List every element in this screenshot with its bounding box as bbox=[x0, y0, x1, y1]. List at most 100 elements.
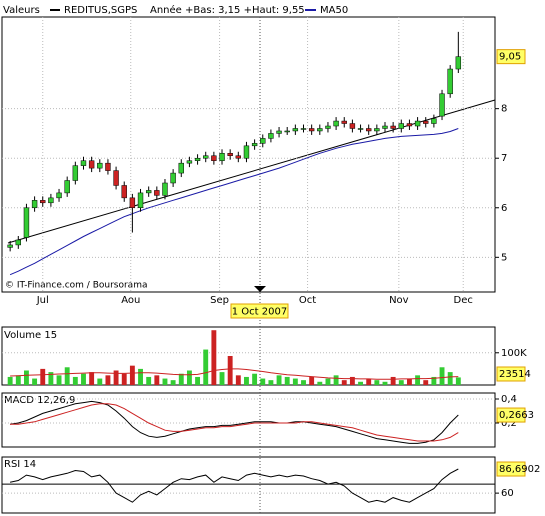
panel-title: RSI 14 bbox=[4, 459, 36, 470]
candle-body bbox=[251, 143, 258, 147]
x-tick-label: Oct bbox=[299, 295, 316, 306]
volume-bar bbox=[195, 376, 201, 385]
cursor-arrow bbox=[254, 286, 266, 292]
value-label: 86,6902 bbox=[499, 464, 540, 475]
subtitle: Année +Bas: 3,15 +Haut: 9,55 bbox=[150, 4, 305, 16]
volume-bar bbox=[121, 373, 127, 385]
x-tick-label: Nov bbox=[389, 295, 409, 306]
volume-bar bbox=[56, 375, 62, 385]
volume-ma-line bbox=[10, 368, 459, 380]
candle-body bbox=[406, 123, 413, 127]
y-tick-label: 5 bbox=[501, 252, 507, 263]
volume-bar bbox=[317, 381, 323, 385]
plot-frame bbox=[1, 456, 496, 514]
volume-bar bbox=[186, 370, 192, 385]
volume-bar bbox=[40, 368, 46, 385]
candle-body bbox=[423, 120, 429, 124]
candle-body bbox=[186, 160, 193, 164]
candle-body bbox=[243, 145, 250, 159]
volume-bar bbox=[301, 380, 306, 385]
volume-bar bbox=[423, 380, 429, 385]
candle-body bbox=[219, 153, 225, 161]
volume-bar bbox=[24, 370, 29, 385]
candle-body bbox=[88, 160, 95, 169]
candle-body bbox=[414, 120, 421, 127]
volume-bar bbox=[211, 330, 217, 385]
volume-bar bbox=[390, 376, 396, 385]
candle-body bbox=[260, 138, 266, 144]
indicator-line bbox=[10, 403, 459, 442]
volume-bar bbox=[203, 349, 209, 385]
candle-body bbox=[145, 190, 152, 194]
candle-body bbox=[203, 155, 209, 159]
volume-bar bbox=[366, 378, 372, 385]
value-label: 23514 bbox=[499, 369, 531, 380]
y-tick-label: 8 bbox=[501, 104, 507, 115]
volume-bar bbox=[374, 380, 380, 385]
volume-bar bbox=[439, 367, 445, 385]
value-box bbox=[496, 366, 526, 382]
candle-body bbox=[80, 160, 87, 166]
y-tick-label: 0,4 bbox=[501, 394, 517, 405]
volume-bar bbox=[227, 356, 233, 385]
volume-bar bbox=[341, 380, 347, 385]
volume-bar bbox=[219, 372, 225, 385]
candle-body bbox=[268, 133, 274, 139]
value-label: 0,2663 bbox=[499, 410, 534, 421]
value-box bbox=[496, 407, 526, 423]
candle-body bbox=[341, 120, 347, 124]
candle-body bbox=[431, 118, 437, 124]
volume-bar bbox=[447, 372, 453, 385]
candle-body bbox=[333, 120, 339, 127]
candle-body bbox=[374, 128, 380, 132]
volume-bar bbox=[48, 372, 54, 385]
candle-body bbox=[390, 125, 396, 129]
volume-bar bbox=[406, 378, 412, 385]
volume-bar bbox=[309, 376, 315, 385]
candle-body bbox=[7, 244, 13, 248]
volume-bar bbox=[431, 376, 437, 385]
candle-body bbox=[129, 197, 136, 209]
candle-body bbox=[154, 190, 160, 196]
value-box bbox=[496, 461, 526, 477]
y-tick-label: 6 bbox=[501, 203, 507, 214]
candle-body bbox=[439, 93, 445, 117]
volume-bar bbox=[170, 380, 176, 385]
volume-bar bbox=[284, 376, 290, 385]
value-label: 9,05 bbox=[499, 52, 521, 63]
indicator-line bbox=[9, 468, 459, 503]
candle-body bbox=[382, 125, 388, 129]
volume-bar bbox=[32, 378, 38, 385]
x-tick-label: Sep bbox=[210, 295, 229, 306]
candle-body bbox=[227, 153, 233, 156]
candle-body bbox=[48, 197, 54, 204]
candle-body bbox=[300, 128, 307, 130]
candle-body bbox=[40, 200, 46, 204]
volume-bar bbox=[333, 375, 339, 385]
candle-body bbox=[23, 207, 30, 238]
candle-body bbox=[162, 182, 168, 196]
x-tick-label: Jul bbox=[36, 295, 49, 306]
volume-bar bbox=[325, 378, 331, 385]
volume-bar bbox=[89, 372, 95, 385]
cursor-box bbox=[230, 303, 289, 319]
volume-bar bbox=[398, 380, 404, 385]
candle-body bbox=[398, 123, 404, 129]
volume-bar bbox=[113, 370, 119, 385]
volume-bar bbox=[292, 378, 298, 385]
volume-bar bbox=[358, 381, 363, 385]
candle-body bbox=[137, 192, 144, 209]
volume-bar bbox=[455, 377, 461, 385]
volume-bar bbox=[146, 376, 152, 385]
y-tick-label: 100K bbox=[501, 348, 527, 359]
candle-body bbox=[72, 165, 79, 181]
volume-bar bbox=[235, 375, 241, 385]
candle-body bbox=[64, 180, 70, 194]
trend-line bbox=[7, 99, 496, 244]
chart-title: Valeurs bbox=[3, 5, 40, 16]
volume-bar bbox=[105, 375, 111, 385]
candle-body bbox=[325, 125, 331, 129]
legend-label: MA50 bbox=[320, 5, 348, 16]
candle-body bbox=[292, 128, 299, 132]
